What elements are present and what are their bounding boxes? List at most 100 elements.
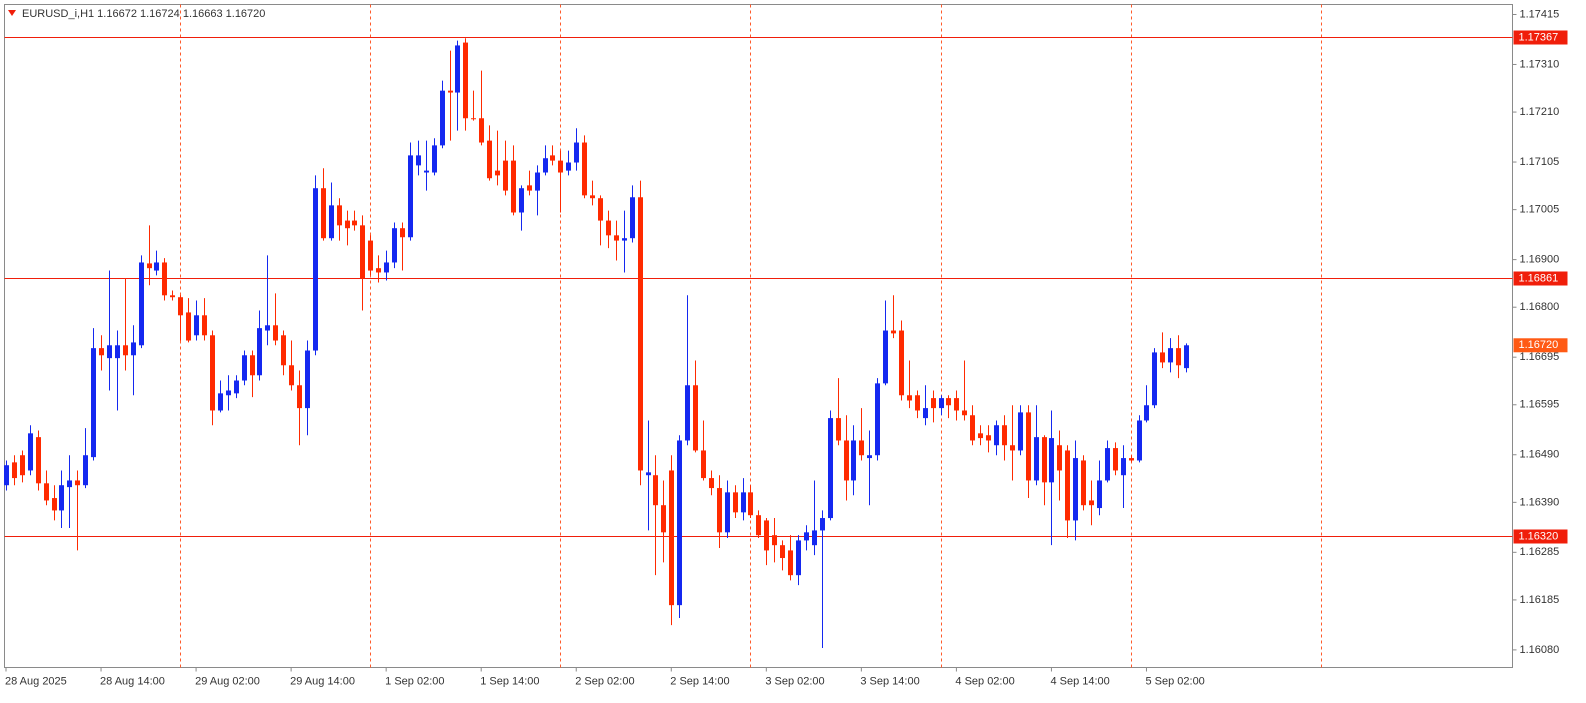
candle-body (448, 90, 453, 93)
y-tick-label: 1.16800 (1520, 301, 1560, 313)
candle-body (400, 228, 405, 238)
candle-body (939, 398, 944, 409)
candle-body (946, 398, 951, 406)
x-tick-label: 4 Sep 14:00 (1050, 675, 1109, 687)
candle-body (590, 195, 595, 199)
x-tick-label: 28 Aug 14:00 (100, 675, 165, 687)
candle-body (788, 550, 793, 576)
candle-body (566, 162, 571, 171)
x-tick-label: 4 Sep 02:00 (955, 675, 1014, 687)
candle-body (701, 450, 706, 479)
candle-body (851, 440, 856, 481)
candle-body (1026, 412, 1031, 481)
line-label-box (1513, 30, 1568, 45)
candle-body (828, 418, 833, 519)
candle-body (503, 160, 508, 191)
candle-body (614, 235, 619, 241)
candle-body (376, 268, 381, 273)
candle-body (170, 295, 175, 298)
candle-body (844, 440, 849, 481)
candle-body (693, 385, 698, 451)
line-label-box (1513, 271, 1568, 286)
x-tick-label: 1 Sep 02:00 (385, 675, 444, 687)
candle-body (305, 350, 310, 409)
candle-body (471, 118, 476, 120)
candle-body (408, 155, 413, 238)
candle-body (495, 170, 500, 176)
y-tick-label: 1.17310 (1520, 58, 1560, 70)
candle-body (1152, 352, 1157, 406)
candle-body (669, 470, 674, 606)
x-tick-label: 2 Sep 02:00 (575, 675, 634, 687)
candle-body (931, 398, 936, 409)
candle-body (1129, 458, 1134, 461)
candle-body (582, 142, 587, 196)
candle-body (986, 435, 991, 441)
candle-body (162, 262, 167, 296)
candle-body (550, 155, 555, 161)
candle-body (392, 228, 397, 263)
candle-body (67, 480, 72, 488)
candle-body (424, 170, 429, 173)
candle-body (764, 520, 769, 551)
candle-body (883, 330, 888, 384)
candle-body (99, 348, 104, 356)
candle-body (12, 462, 17, 479)
candle-body (748, 492, 753, 516)
candle-body (1049, 438, 1054, 483)
y-tick-label: 1.16390 (1520, 496, 1560, 508)
candle-body (543, 158, 548, 173)
candle-body (661, 505, 666, 533)
candle-body (352, 220, 357, 226)
candle-body (455, 45, 460, 93)
candle-body (733, 492, 738, 513)
candle-body (242, 355, 247, 381)
candle-body (1160, 352, 1165, 363)
candle-body (638, 197, 643, 471)
candle-body (59, 485, 64, 511)
candle-body (1168, 348, 1173, 363)
candle-body (535, 172, 540, 191)
candle-body (416, 155, 421, 166)
candle-body (1010, 445, 1015, 451)
x-tick-label: 3 Sep 02:00 (765, 675, 824, 687)
candle-body (527, 185, 532, 191)
x-tick-label: 1 Sep 14:00 (480, 675, 539, 687)
y-tick-label: 1.17210 (1520, 106, 1560, 118)
candle-body (360, 225, 365, 279)
x-tick-label: 2 Sep 14:00 (670, 675, 729, 687)
candle-body (622, 238, 627, 241)
plot-border (4, 4, 1513, 668)
candle-body (1137, 420, 1142, 461)
y-tick-label: 1.16900 (1520, 254, 1560, 266)
x-tick-label: 5 Sep 02:00 (1145, 675, 1204, 687)
line-label: 1.16320 (1519, 530, 1559, 542)
y-tick-label: 1.16595 (1520, 399, 1560, 411)
candle-body (677, 440, 682, 606)
candle-body (52, 498, 57, 511)
candle-body (147, 263, 152, 269)
candle-body (899, 330, 904, 396)
candle-body (1018, 412, 1023, 451)
candle-body (463, 42, 468, 119)
candle-body (717, 488, 722, 533)
candle-body (337, 205, 342, 226)
candle-body (139, 262, 144, 346)
candle-body (202, 315, 207, 336)
candle-body (962, 410, 967, 416)
candle-body (875, 383, 880, 456)
y-tick-label: 1.17105 (1520, 156, 1560, 168)
candle-body (289, 365, 294, 386)
candle-body (804, 532, 809, 541)
candle-body (756, 515, 761, 536)
candle-body (891, 330, 896, 334)
candle-body (1034, 437, 1039, 481)
candle-body (440, 90, 445, 146)
candle-body (1002, 425, 1007, 446)
candle-body (741, 492, 746, 513)
candle-body (329, 205, 334, 239)
candle-body (867, 455, 872, 459)
chart-title: EURUSD_i,H1 1.16672 1.16724 1.16663 1.16… (22, 8, 265, 20)
candle-body (265, 325, 270, 331)
